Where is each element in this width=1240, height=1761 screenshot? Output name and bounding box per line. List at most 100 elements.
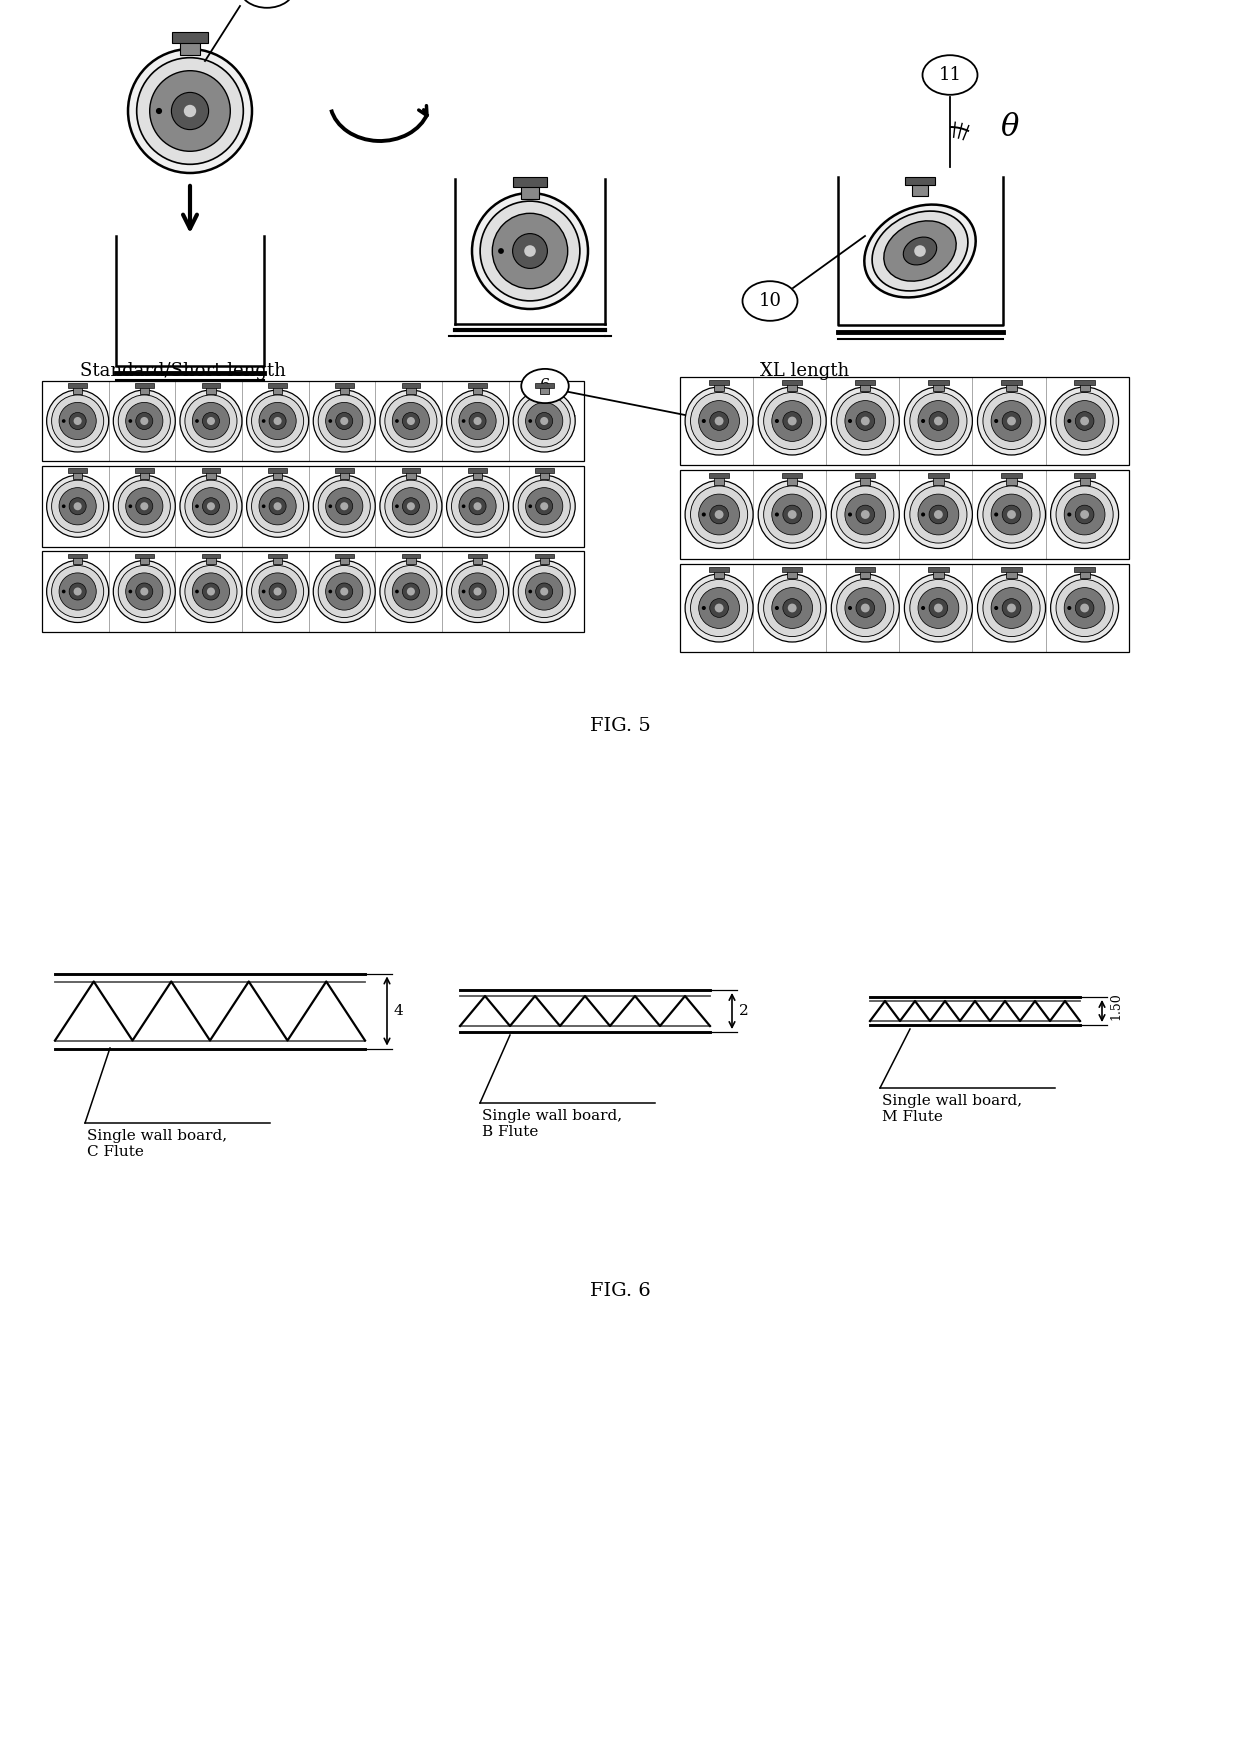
Ellipse shape bbox=[314, 475, 376, 537]
Bar bbox=[1074, 380, 1095, 384]
Circle shape bbox=[195, 504, 198, 509]
Circle shape bbox=[461, 590, 465, 593]
Circle shape bbox=[474, 502, 481, 511]
Ellipse shape bbox=[831, 387, 899, 454]
Bar bbox=[273, 472, 283, 479]
Bar bbox=[407, 386, 415, 394]
Bar bbox=[929, 474, 949, 479]
Ellipse shape bbox=[518, 481, 570, 532]
Ellipse shape bbox=[1064, 495, 1105, 535]
Bar bbox=[861, 475, 870, 484]
Ellipse shape bbox=[135, 498, 153, 514]
Bar bbox=[73, 472, 82, 479]
Circle shape bbox=[528, 590, 532, 593]
Circle shape bbox=[1080, 511, 1089, 519]
Ellipse shape bbox=[1002, 599, 1021, 618]
Ellipse shape bbox=[252, 481, 304, 532]
Bar bbox=[206, 386, 216, 394]
Circle shape bbox=[1007, 604, 1016, 613]
Ellipse shape bbox=[904, 574, 972, 643]
Bar bbox=[140, 556, 149, 564]
Ellipse shape bbox=[469, 583, 486, 601]
Text: Single wall board,
C Flute: Single wall board, C Flute bbox=[87, 1129, 227, 1159]
Ellipse shape bbox=[536, 412, 553, 430]
Ellipse shape bbox=[185, 394, 237, 447]
Ellipse shape bbox=[991, 400, 1032, 442]
Circle shape bbox=[934, 604, 942, 613]
Ellipse shape bbox=[844, 588, 885, 629]
Bar bbox=[180, 37, 200, 55]
Bar bbox=[861, 382, 870, 391]
Ellipse shape bbox=[977, 387, 1045, 454]
Ellipse shape bbox=[118, 481, 170, 532]
Ellipse shape bbox=[326, 488, 363, 525]
Bar bbox=[1080, 475, 1090, 484]
Ellipse shape bbox=[469, 498, 486, 514]
Bar bbox=[472, 472, 482, 479]
Ellipse shape bbox=[202, 498, 219, 514]
Ellipse shape bbox=[929, 599, 947, 618]
Bar bbox=[68, 468, 87, 474]
Bar bbox=[539, 386, 549, 394]
Ellipse shape bbox=[259, 572, 296, 609]
Circle shape bbox=[994, 606, 998, 609]
Circle shape bbox=[73, 502, 82, 511]
Text: 10: 10 bbox=[759, 292, 781, 310]
Bar bbox=[340, 472, 348, 479]
Ellipse shape bbox=[1056, 579, 1114, 636]
Circle shape bbox=[329, 419, 332, 423]
Circle shape bbox=[787, 417, 796, 426]
Bar bbox=[1007, 569, 1017, 578]
Circle shape bbox=[207, 417, 215, 424]
Circle shape bbox=[407, 417, 415, 424]
Ellipse shape bbox=[379, 475, 441, 537]
Circle shape bbox=[541, 588, 548, 595]
Ellipse shape bbox=[47, 560, 109, 622]
Ellipse shape bbox=[184, 106, 196, 118]
Bar bbox=[268, 468, 286, 474]
Bar bbox=[335, 468, 353, 474]
Text: Single wall board,
B Flute: Single wall board, B Flute bbox=[482, 1109, 622, 1139]
Bar bbox=[934, 382, 944, 391]
Ellipse shape bbox=[518, 565, 570, 618]
Ellipse shape bbox=[113, 475, 175, 537]
Ellipse shape bbox=[326, 403, 363, 440]
Ellipse shape bbox=[856, 505, 874, 523]
Circle shape bbox=[73, 588, 82, 595]
Ellipse shape bbox=[977, 574, 1045, 643]
Ellipse shape bbox=[252, 394, 304, 447]
Circle shape bbox=[461, 504, 465, 509]
Bar bbox=[680, 470, 1128, 558]
Ellipse shape bbox=[469, 412, 486, 430]
Ellipse shape bbox=[118, 565, 170, 618]
Bar bbox=[1080, 382, 1090, 391]
Bar bbox=[206, 556, 216, 564]
Ellipse shape bbox=[929, 412, 947, 430]
Ellipse shape bbox=[526, 488, 563, 525]
Circle shape bbox=[140, 502, 149, 511]
Circle shape bbox=[262, 504, 265, 509]
Ellipse shape bbox=[47, 475, 109, 537]
Ellipse shape bbox=[910, 393, 967, 449]
Ellipse shape bbox=[113, 560, 175, 622]
Ellipse shape bbox=[336, 412, 352, 430]
Ellipse shape bbox=[521, 368, 569, 403]
Ellipse shape bbox=[492, 213, 568, 289]
Circle shape bbox=[914, 245, 926, 257]
Bar bbox=[934, 569, 944, 578]
Text: 2: 2 bbox=[739, 1004, 749, 1018]
Bar bbox=[335, 553, 353, 558]
Circle shape bbox=[861, 511, 869, 519]
Ellipse shape bbox=[512, 234, 547, 268]
Ellipse shape bbox=[446, 560, 508, 622]
Bar bbox=[202, 468, 221, 474]
Ellipse shape bbox=[771, 400, 812, 442]
Ellipse shape bbox=[983, 486, 1040, 542]
Ellipse shape bbox=[1075, 412, 1094, 430]
Ellipse shape bbox=[60, 403, 97, 440]
Circle shape bbox=[329, 504, 332, 509]
Ellipse shape bbox=[837, 486, 894, 542]
Circle shape bbox=[775, 512, 779, 516]
Bar bbox=[709, 474, 729, 479]
Ellipse shape bbox=[918, 495, 959, 535]
